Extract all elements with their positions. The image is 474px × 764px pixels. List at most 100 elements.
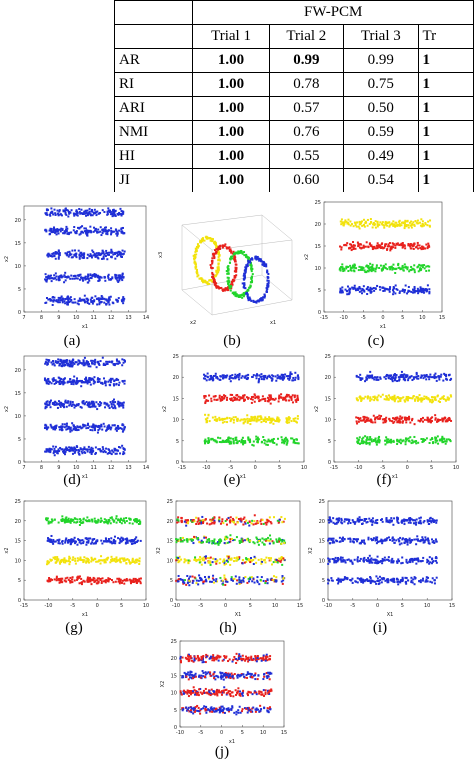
data-point [64, 541, 67, 544]
data-point [411, 439, 414, 442]
data-point [394, 416, 397, 419]
data-point [252, 577, 255, 580]
data-point [221, 246, 224, 249]
data-point [229, 440, 232, 443]
data-point [205, 237, 208, 240]
data-point [266, 396, 269, 399]
data-point [103, 558, 106, 561]
data-point [81, 521, 84, 524]
data-point [60, 518, 63, 521]
data-point [71, 539, 74, 542]
data-point [257, 415, 260, 418]
data-point [119, 538, 122, 541]
data-point [406, 375, 409, 378]
data-point [79, 273, 82, 276]
data-point [92, 576, 95, 579]
data-point [110, 378, 113, 381]
data-point [122, 276, 125, 279]
data-point [280, 436, 283, 439]
data-point [250, 576, 253, 579]
data-point [183, 579, 186, 582]
data-point [94, 446, 97, 449]
data-point [276, 374, 279, 377]
data-point [63, 557, 66, 560]
data-point [97, 257, 100, 260]
data-point [401, 440, 404, 443]
data-point [84, 231, 87, 234]
data-point [423, 374, 426, 377]
data-point [47, 298, 50, 301]
data-point [45, 208, 48, 211]
data-point [126, 579, 129, 582]
data-point [362, 442, 365, 445]
data-point [260, 375, 263, 378]
data-point [75, 521, 78, 524]
data-point [91, 210, 94, 213]
data-point [131, 557, 134, 560]
data-point [79, 556, 82, 559]
data-point [48, 447, 51, 450]
data-point [370, 438, 373, 441]
data-point [392, 417, 395, 420]
data-point [70, 231, 73, 234]
data-point [77, 249, 80, 252]
data-point [404, 437, 407, 440]
data-point [384, 244, 387, 247]
data-point [197, 246, 200, 249]
data-point [49, 451, 52, 454]
data-point [373, 395, 376, 398]
data-point [95, 211, 98, 214]
data-point [399, 420, 402, 423]
data-point [54, 400, 57, 403]
data-point [106, 557, 109, 560]
data-point [57, 250, 60, 253]
data-point [57, 296, 60, 299]
data-point [75, 427, 78, 430]
data-point [80, 406, 83, 409]
data-point [268, 398, 271, 401]
data-point [48, 253, 51, 256]
data-point [51, 426, 54, 429]
data-point [92, 404, 95, 407]
data-point [115, 382, 118, 385]
x-tick-label: -10 [202, 465, 210, 471]
data-point [131, 522, 134, 525]
data-point [99, 562, 102, 565]
data-point [118, 251, 121, 254]
data-point [183, 558, 186, 561]
data-point [193, 576, 196, 579]
data-point [260, 421, 263, 424]
data-point [374, 287, 377, 290]
data-point [104, 229, 107, 232]
data-point [266, 279, 269, 282]
data-point [255, 435, 258, 438]
data-point [369, 397, 372, 400]
data-point [67, 541, 70, 544]
data-point [51, 519, 54, 522]
points-group [355, 370, 453, 446]
data-point [87, 402, 90, 405]
data-point [247, 299, 250, 302]
data-point [100, 252, 103, 255]
data-point [398, 417, 401, 420]
data-point [103, 518, 106, 521]
data-point [59, 562, 62, 565]
data-point [68, 301, 71, 304]
data-point [60, 580, 63, 583]
data-point [117, 274, 120, 277]
data-point [445, 440, 448, 443]
data-point [63, 423, 66, 426]
data-point [106, 360, 109, 363]
data-point [110, 537, 113, 540]
data-point [260, 418, 263, 421]
data-point [53, 364, 56, 367]
data-point [283, 440, 286, 443]
data-point [266, 377, 269, 380]
data-point [258, 399, 261, 402]
data-point [269, 417, 272, 420]
data-point [296, 398, 299, 401]
data-point [230, 442, 233, 445]
data-point [82, 402, 85, 405]
data-point [238, 399, 241, 402]
data-point [376, 376, 379, 379]
